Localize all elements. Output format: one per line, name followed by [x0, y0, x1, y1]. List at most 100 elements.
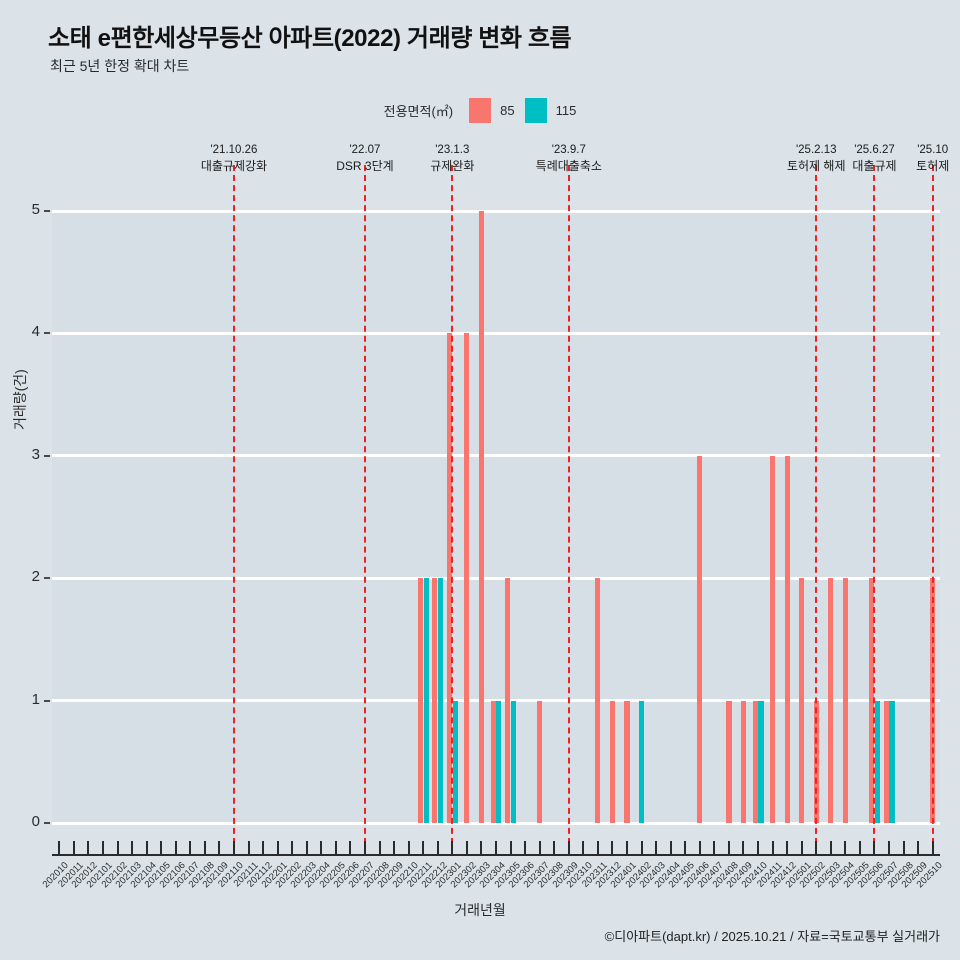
legend-item-115[interactable]: 115 [524, 98, 577, 123]
bar-202410-115[interactable] [758, 700, 764, 823]
x-axis-title: 거래년월 [454, 902, 506, 918]
legend-title: 전용면적(㎡) [383, 104, 454, 119]
bar-202311-85[interactable] [595, 578, 601, 823]
x-tick-202212 [436, 841, 439, 854]
event-name: 특례대출축소 [535, 159, 602, 173]
gridline-5 [52, 209, 940, 213]
x-tick-202412 [786, 841, 789, 854]
bar-202212-85[interactable] [432, 578, 438, 823]
chart-legend: 전용면적(㎡) 85 115 [0, 98, 960, 123]
x-tick-202205 [334, 841, 337, 854]
x-tick-202503 [829, 841, 832, 854]
bar-202303-85[interactable] [478, 211, 485, 823]
x-tick-202103 [131, 841, 134, 854]
event-line-202510 [931, 165, 934, 854]
legend-label: 115 [555, 103, 577, 118]
bar-202307-85[interactable] [537, 700, 543, 823]
x-tick-202106 [174, 841, 177, 854]
event-date: '25.2.13 [795, 144, 837, 156]
bar-202501-85[interactable] [799, 578, 805, 823]
y-tick-mark-3 [44, 454, 50, 457]
y-tick-mark-2 [44, 577, 50, 580]
y-tick-label-0: 0 [31, 813, 40, 830]
bar-202301-85[interactable] [446, 333, 452, 823]
x-tick-202310 [582, 841, 585, 854]
x-axis-line [52, 854, 940, 856]
bar-202312-85[interactable] [609, 700, 616, 823]
event-line-202110 [232, 165, 235, 854]
bar-202409-85[interactable] [740, 700, 747, 823]
bar-202506-115[interactable] [874, 700, 880, 823]
x-tick-202210 [407, 841, 410, 854]
x-tick-202109 [218, 841, 221, 854]
bar-202504-85[interactable] [842, 578, 848, 823]
gridline-3 [52, 454, 940, 458]
bar-202507-85[interactable] [883, 700, 889, 823]
x-tick-202204 [320, 841, 323, 854]
legend-item-85[interactable]: 85 [469, 98, 515, 123]
event-label-202502: '25.2.13 토허제 해제 [787, 143, 846, 174]
y-tick-mark-1 [44, 699, 50, 702]
y-tick-label-2: 2 [31, 568, 40, 586]
x-tick-202410 [757, 841, 760, 854]
bar-202304-115[interactable] [496, 700, 502, 823]
bar-202412-85[interactable] [784, 455, 790, 823]
event-date: '22.07 [349, 144, 381, 156]
x-tick-202401 [626, 841, 629, 854]
x-tick-202107 [189, 841, 192, 854]
x-tick-202112 [262, 841, 265, 854]
chart-subtitle: 최근 5년 한정 확대 차트 [50, 58, 190, 74]
x-tick-202408 [727, 841, 730, 854]
x-tick-202201 [276, 841, 279, 854]
x-tick-202108 [203, 841, 206, 854]
x-tick-202104 [145, 841, 148, 854]
event-line-202502 [815, 165, 818, 854]
event-name: 대출규제강화 [200, 159, 268, 173]
x-tick-202207 [363, 841, 366, 854]
bar-202406-85[interactable] [697, 455, 703, 823]
x-tick-202406 [698, 841, 701, 854]
x-tick-202010 [58, 841, 61, 854]
bar-202212-115[interactable] [438, 578, 444, 823]
event-name: 규제완화 [430, 159, 475, 173]
x-tick-202305 [509, 841, 512, 854]
bar-202301-115[interactable] [452, 700, 458, 823]
bar-202305-85[interactable] [505, 578, 511, 823]
x-tick-202303 [480, 841, 483, 854]
chart-title: 소태 e편한세상무등산 아파트(2022) 거래량 변화 흐름 [48, 25, 572, 52]
bar-202506-85[interactable] [868, 578, 875, 823]
y-tick-mark-0 [44, 822, 50, 824]
bar-202411-85[interactable] [769, 455, 776, 823]
legend-label: 85 [500, 103, 515, 118]
x-tick-202506 [873, 841, 876, 854]
x-tick-202312 [611, 841, 614, 854]
y-tick-label-1: 1 [31, 690, 40, 708]
x-tick-202206 [349, 841, 352, 854]
x-tick-202402 [640, 841, 643, 854]
bar-202503-85[interactable] [828, 578, 834, 823]
bar-202211-85[interactable] [417, 578, 423, 823]
x-tick-202501 [800, 841, 803, 854]
bar-202304-85[interactable] [490, 700, 496, 823]
bar-202507-115[interactable] [889, 700, 895, 823]
event-date: '25.10 [917, 144, 949, 156]
event-label-202510: '25.10 토허제 [916, 143, 949, 174]
y-tick-mark-5 [44, 210, 50, 212]
event-date: '21.10.26 [210, 144, 258, 156]
y-axis-title: 거래량(건) [12, 369, 28, 430]
x-tick-202101 [101, 841, 104, 854]
x-tick-202102 [116, 841, 119, 854]
bar-202302-85[interactable] [464, 333, 470, 823]
bar-202401-85[interactable] [624, 700, 630, 823]
x-tick-202508 [902, 841, 905, 854]
event-name: DSR 3단계 [336, 159, 394, 173]
bar-202402-115[interactable] [638, 700, 645, 823]
bar-202211-115[interactable] [423, 578, 429, 823]
x-tick-202011 [72, 841, 75, 854]
bar-202408-85[interactable] [726, 700, 732, 823]
bar-202305-115[interactable] [510, 700, 517, 823]
x-tick-202505 [858, 841, 861, 854]
event-line-202207 [363, 165, 366, 854]
bar-202410-85[interactable] [752, 700, 758, 823]
x-tick-202203 [305, 841, 308, 854]
